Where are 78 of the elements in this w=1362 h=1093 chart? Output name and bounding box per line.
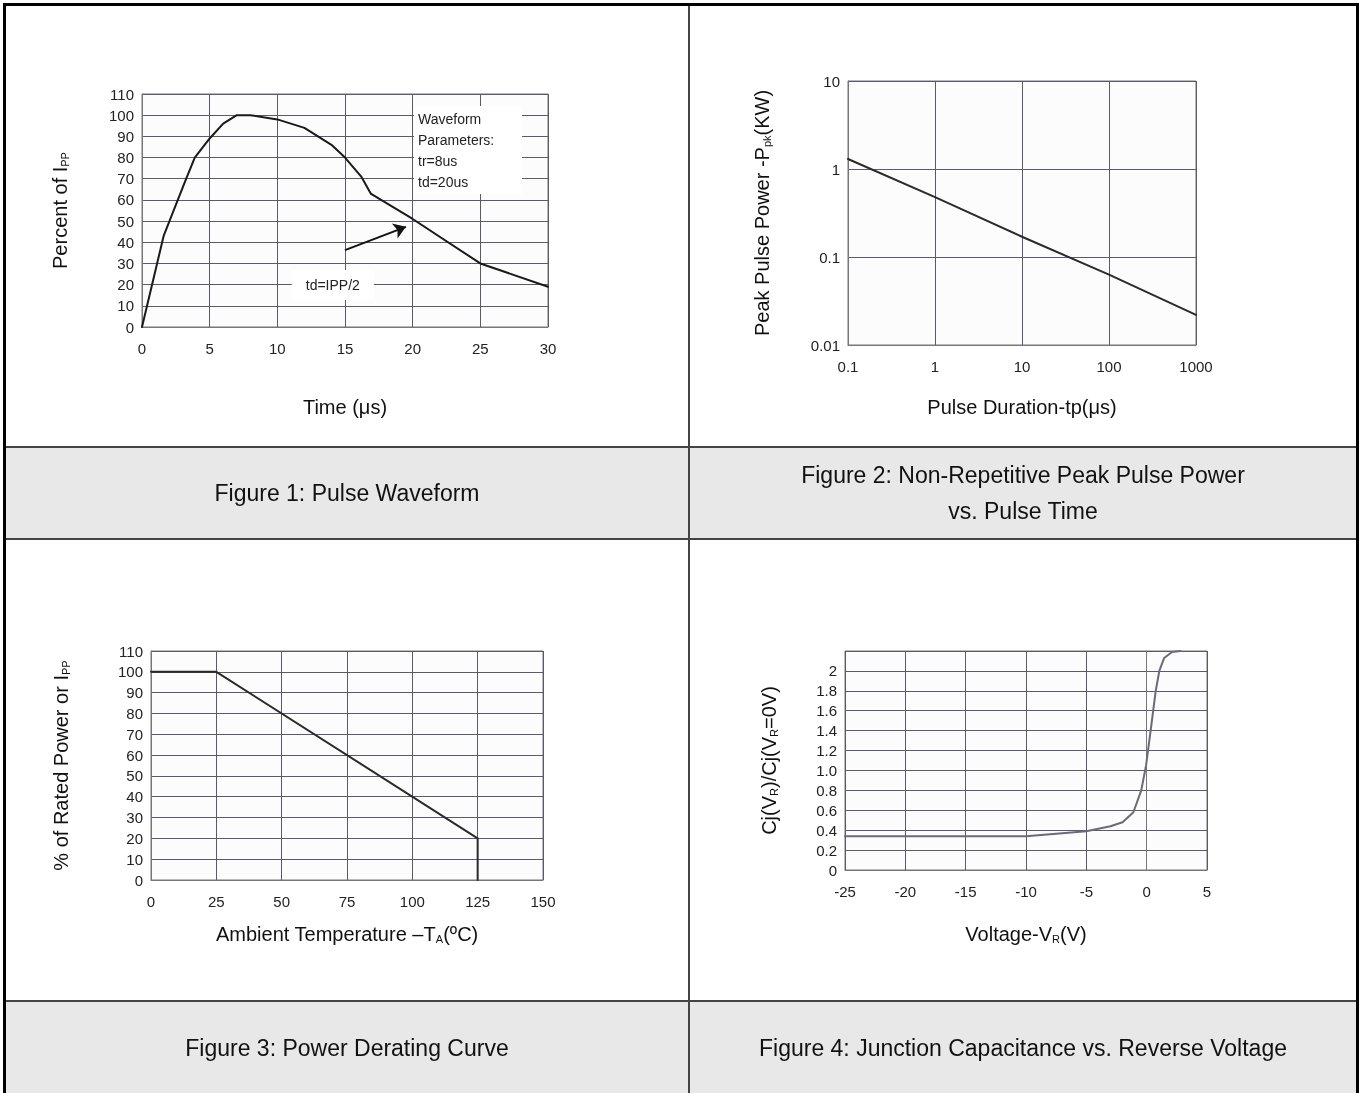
- y-tick-label: 80: [117, 149, 134, 167]
- x-tick-label: 100: [1096, 358, 1122, 375]
- x-tick-label: 10: [268, 340, 286, 357]
- y-tick-label: 100: [117, 663, 143, 681]
- y-tick-label: 0.1: [819, 248, 840, 266]
- x-tick-label: 75: [338, 893, 356, 910]
- y-tick-label: 0: [134, 871, 143, 889]
- y-axis-title: % of Rated Power or IPP: [50, 660, 72, 871]
- x-tick-label: 10: [1013, 358, 1031, 375]
- y-tick-label: 1.8: [816, 682, 837, 700]
- y-tick-label: 50: [126, 767, 143, 785]
- annotation: tr=8us: [418, 152, 458, 169]
- y-tick-label: 1.6: [816, 702, 837, 720]
- text: Figure 3: Power Derating Curve: [185, 1033, 509, 1063]
- x-tick-label: 50: [273, 893, 291, 910]
- text: Figure 4: Junction Capacitance vs. Reverse Voltage: [758, 1033, 1287, 1063]
- x-tick-label: 125: [465, 893, 491, 910]
- text: Figure 2: Non-Repetitive Peak Pulse Power vs. Pulse Time: [800, 461, 1246, 526]
- y-tick-label: 20: [117, 276, 134, 294]
- x-tick-label: 1000: [1179, 358, 1213, 375]
- x-tick-label: 5: [205, 340, 214, 357]
- x-tick-label: 25: [471, 340, 489, 357]
- x-tick-label: 15: [336, 340, 354, 357]
- y-tick-label: 40: [117, 233, 134, 251]
- x-tick-label: 0: [146, 893, 156, 910]
- y-tick-label: 1.0: [816, 761, 837, 779]
- y-tick-label: 2: [828, 662, 837, 680]
- x-axis-title: Voltage-VR(V): [965, 923, 1087, 945]
- x-tick-label: -10: [1015, 883, 1037, 900]
- y-tick-label: 100: [108, 106, 134, 124]
- y-tick-label: 1.4: [816, 722, 837, 740]
- y-tick-label: 0: [125, 318, 134, 336]
- y-tick-label: 0.6: [816, 801, 837, 819]
- x-axis-title: Time (μs): [302, 396, 388, 418]
- x-tick-label: 1: [930, 358, 940, 375]
- x-tick-label: 30: [539, 340, 557, 357]
- y-tick-label: 10: [117, 297, 134, 315]
- x-tick-label: -25: [834, 883, 856, 900]
- y-tick-label: 0: [828, 861, 837, 879]
- y-tick-label: 0.4: [816, 821, 837, 839]
- y-tick-label: 70: [126, 725, 143, 743]
- x-tick-label: 0: [1142, 883, 1151, 900]
- y-tick-label: 40: [126, 788, 143, 806]
- y-axis-title: Cj(VR)/Cj(VR=0V): [758, 686, 780, 835]
- y-tick-label: 1.2: [816, 742, 837, 760]
- x-tick-label: 20: [404, 340, 422, 357]
- x-tick-label: 150: [530, 893, 556, 910]
- y-tick-label: 50: [117, 212, 134, 230]
- y-tick-label: 80: [126, 704, 143, 722]
- annotation: td=IPP/2: [305, 277, 361, 294]
- annotation: td=20us: [418, 173, 469, 190]
- text: Figure 1: Pulse Waveform: [214, 479, 480, 508]
- x-tick-label: -20: [894, 883, 917, 900]
- x-tick-label: 25: [207, 893, 225, 910]
- y-tick-label: 90: [126, 684, 143, 702]
- x-axis-title: Pulse Duration-tp(μs): [927, 396, 1117, 418]
- y-tick-label: 90: [117, 127, 134, 145]
- y-tick-label: 70: [117, 170, 134, 188]
- y-tick-label: 60: [126, 746, 143, 764]
- y-axis-title: Percent of IPP: [49, 152, 71, 269]
- x-tick-label: 5: [1202, 883, 1212, 900]
- y-tick-label: 110: [119, 642, 143, 660]
- y-tick-label: 10: [126, 850, 143, 868]
- y-tick-label: 60: [117, 191, 134, 209]
- annotation: Waveform Parameters:: [418, 110, 495, 148]
- x-tick-label: 100: [399, 893, 425, 910]
- x-axis-title: Ambient Temperature –TA(ºC): [215, 923, 479, 945]
- y-tick-label: 10: [823, 72, 840, 90]
- y-tick-label: 0.8: [816, 781, 837, 799]
- y-tick-label: 0.01: [810, 336, 840, 354]
- y-tick-label: 30: [117, 254, 134, 272]
- y-tick-label: 20: [126, 829, 143, 847]
- y-tick-label: 30: [126, 809, 143, 827]
- y-tick-label: 0.2: [816, 841, 837, 859]
- x-tick-label: -5: [1079, 883, 1094, 900]
- y-tick-label: 1: [831, 160, 840, 178]
- x-tick-label: -15: [954, 883, 977, 900]
- y-tick-label: 110: [110, 85, 134, 103]
